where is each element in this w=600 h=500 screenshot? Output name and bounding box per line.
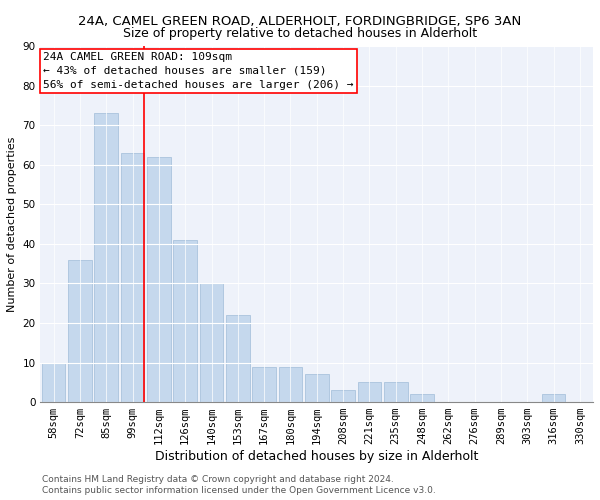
Bar xyxy=(94,113,118,402)
X-axis label: Distribution of detached houses by size in Alderholt: Distribution of detached houses by size … xyxy=(155,450,478,463)
Text: 24A, CAMEL GREEN ROAD, ALDERHOLT, FORDINGBRIDGE, SP6 3AN: 24A, CAMEL GREEN ROAD, ALDERHOLT, FORDIN… xyxy=(79,15,521,28)
Bar xyxy=(542,394,565,402)
Bar xyxy=(358,382,381,402)
Bar xyxy=(68,260,92,402)
Bar xyxy=(305,374,329,402)
Bar xyxy=(384,382,407,402)
Bar xyxy=(226,315,250,402)
Bar xyxy=(278,366,302,402)
Bar xyxy=(253,366,276,402)
Bar xyxy=(173,240,197,402)
Text: Contains HM Land Registry data © Crown copyright and database right 2024.: Contains HM Land Registry data © Crown c… xyxy=(42,475,394,484)
Bar xyxy=(121,153,145,402)
Y-axis label: Number of detached properties: Number of detached properties xyxy=(7,136,17,312)
Text: 24A CAMEL GREEN ROAD: 109sqm
← 43% of detached houses are smaller (159)
56% of s: 24A CAMEL GREEN ROAD: 109sqm ← 43% of de… xyxy=(43,52,353,90)
Bar xyxy=(147,157,171,402)
Bar xyxy=(331,390,355,402)
Bar xyxy=(42,362,65,402)
Bar xyxy=(410,394,434,402)
Bar xyxy=(200,284,223,402)
Text: Size of property relative to detached houses in Alderholt: Size of property relative to detached ho… xyxy=(123,28,477,40)
Text: Contains public sector information licensed under the Open Government Licence v3: Contains public sector information licen… xyxy=(42,486,436,495)
